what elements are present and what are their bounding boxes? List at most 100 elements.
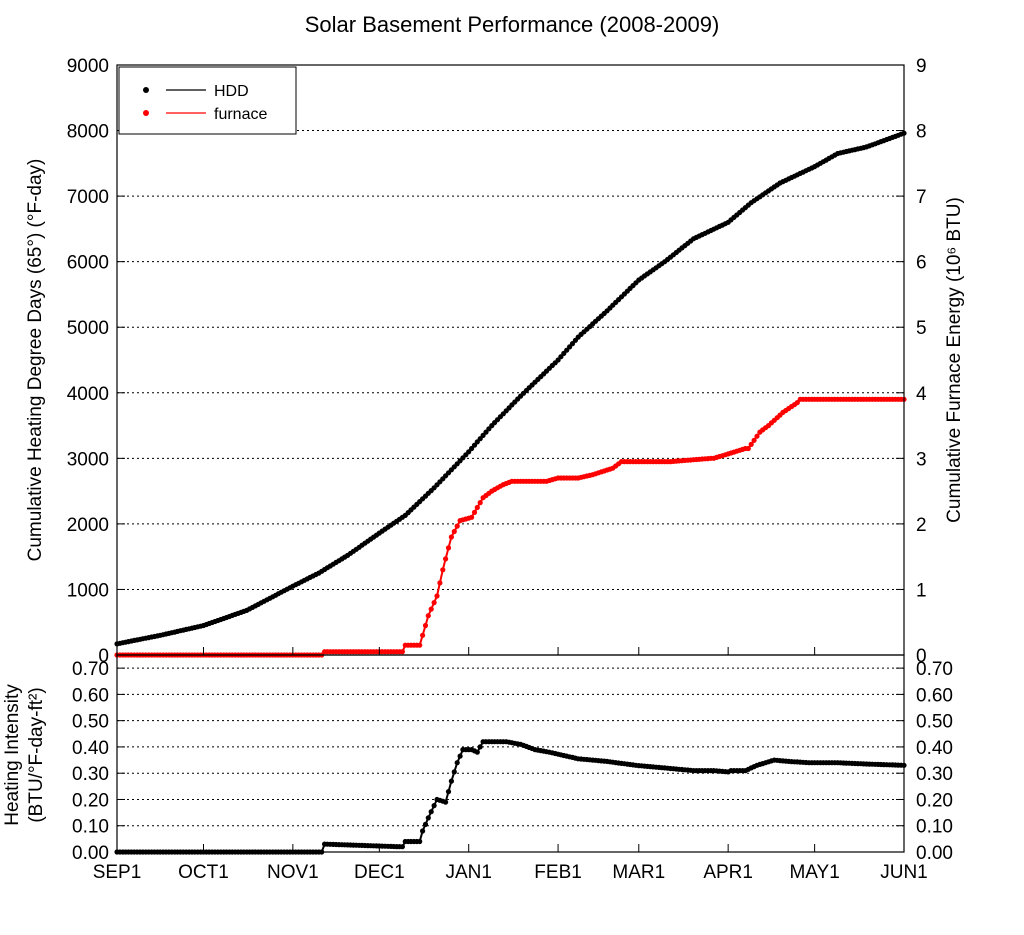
bottom-left-tick-label: 0.60 [72, 685, 109, 706]
top-gridlines [117, 130, 904, 590]
chart-title: Solar Basement Performance (2008-2009) [305, 12, 720, 37]
x-tick-label: MAY1 [789, 862, 839, 883]
intensity-point [477, 744, 483, 750]
top-left-tick-label: 7000 [67, 187, 109, 208]
top-right-tick-label: 1 [916, 580, 927, 601]
bottom-ylabel-line1: Heating Intensity [2, 684, 23, 826]
legend: HDD furnace [118, 66, 297, 135]
furnace-point [440, 567, 446, 573]
bottom-right-tick-label: 0.00 [916, 843, 953, 864]
bottom-plot-frame [116, 654, 905, 853]
bottom-right-tick-label: 0.10 [916, 817, 953, 838]
top-left-tick-label: 1000 [67, 580, 109, 601]
top-right-tick-label: 0 [916, 646, 927, 667]
series-furnace [114, 396, 907, 658]
top-left-axis: 0 1000 2000 3000 4000 5000 6000 7000 8000 9000 [67, 56, 125, 667]
intensity-line [117, 740, 905, 853]
top-right-tick-label: 6 [916, 253, 927, 274]
top-right-axis: 0 1 2 3 4 5 6 7 8 9 [896, 56, 927, 667]
legend-box [118, 66, 297, 135]
top-right-tick-label: 4 [916, 384, 927, 405]
bottom-right-tick-label: 0.60 [916, 685, 953, 706]
intensity-point [422, 821, 429, 828]
top-right-tick-label: 3 [916, 449, 927, 470]
x-tick-label: SEP1 [93, 862, 142, 883]
furnace-point [454, 523, 460, 529]
furnace-point [425, 613, 431, 619]
x-tick-label: FEB1 [534, 862, 582, 883]
intensity-point [420, 828, 426, 834]
x-tick-label: JAN1 [445, 862, 491, 883]
intensity-point [445, 789, 452, 795]
x-tick-label: JUN1 [880, 862, 928, 883]
furnace-point [477, 500, 483, 506]
furnace-point [417, 642, 423, 648]
top-right-tick-label: 5 [916, 318, 927, 339]
hdd-line [116, 132, 905, 645]
furnace-point [471, 509, 478, 515]
bottom-right-tick-label: 0.50 [916, 712, 953, 733]
furnace-point [420, 632, 426, 638]
x-tick-label: DEC1 [354, 862, 405, 883]
bottom-right-tick-label: 0.30 [916, 764, 953, 785]
top-left-tick-label: 4000 [67, 384, 109, 405]
furnace-point [474, 504, 480, 511]
x-tick-label: MAR1 [612, 862, 665, 883]
bottom-right-tick-label: 0.70 [916, 659, 953, 680]
intensity-point [448, 778, 454, 784]
legend-label-hdd: HDD [214, 83, 249, 100]
x-axis: SEP1 OCT1 NOV1 DEC1 JAN1 FEB1 MAR1 APR1 MAY1 JUN1 [93, 647, 928, 883]
bottom-left-tick-label: 0.10 [72, 817, 109, 838]
bottom-left-tick-label: 0.00 [72, 843, 109, 864]
intensity-point [443, 799, 449, 805]
intensity-point [399, 844, 405, 850]
intensity-point [431, 803, 437, 809]
furnace-point [422, 622, 429, 629]
bottom-ylabel-line2: (BTU/°F-day-ft²) [26, 687, 47, 822]
top-left-tick-label: 5000 [67, 318, 109, 339]
furnace-point [751, 437, 757, 443]
legend-marker-hdd [143, 87, 149, 93]
furnace-point [437, 580, 443, 586]
furnace-point [748, 441, 754, 447]
bottom-right-tick-label: 0.40 [916, 738, 953, 759]
furnace-point [428, 606, 434, 612]
top-right-tick-label: 7 [916, 187, 927, 208]
top-left-tick-label: 9000 [67, 56, 109, 77]
top-right-tick-label: 2 [916, 515, 927, 536]
x-tick-label: APR1 [703, 862, 753, 883]
top-left-tick-label: 8000 [67, 122, 109, 143]
bottom-left-tick-label: 0.30 [72, 764, 109, 785]
top-right-ylabel: Cumulative Furnace Energy (10⁶ BTU) [944, 197, 965, 523]
legend-marker-furnace [143, 110, 149, 116]
bottom-gridlines [117, 667, 904, 827]
furnace-point [399, 649, 405, 655]
furnace-point [434, 593, 440, 599]
intensity-point [457, 753, 463, 759]
bottom-left-tick-label: 0.70 [72, 659, 109, 680]
furnace-point [448, 534, 454, 540]
intensity-point [454, 760, 460, 766]
top-plot-frame [116, 64, 905, 656]
intensity-point [425, 815, 431, 821]
bottom-left-tick-label: 0.40 [72, 738, 109, 759]
top-left-tick-label: 6000 [67, 253, 109, 274]
bottom-panel: 0.00 0.10 0.20 0.30 0.40 0.50 0.60 0.70 0.00 0.1… [2, 647, 953, 883]
furnace-point [745, 445, 751, 452]
intensity-point [474, 749, 480, 755]
top-left-tick-label: 3000 [67, 449, 109, 470]
x-tick-label: OCT1 [178, 862, 229, 883]
top-right-tick-label: 9 [916, 56, 927, 77]
legend-label-furnace: furnace [214, 106, 267, 123]
intensity-point [451, 769, 457, 775]
bottom-left-tick-label: 0.50 [72, 712, 109, 733]
series-intensity [114, 739, 907, 855]
bottom-right-axis: 0.00 0.10 0.20 0.30 0.40 0.50 0.60 0.70 [896, 659, 953, 864]
furnace-point [443, 556, 449, 562]
intensity-point [428, 809, 434, 815]
bottom-right-tick-label: 0.20 [916, 790, 953, 811]
x-tick-label: NOV1 [267, 862, 319, 883]
top-left-tick-label: 2000 [67, 515, 109, 536]
furnace-point [754, 433, 760, 439]
